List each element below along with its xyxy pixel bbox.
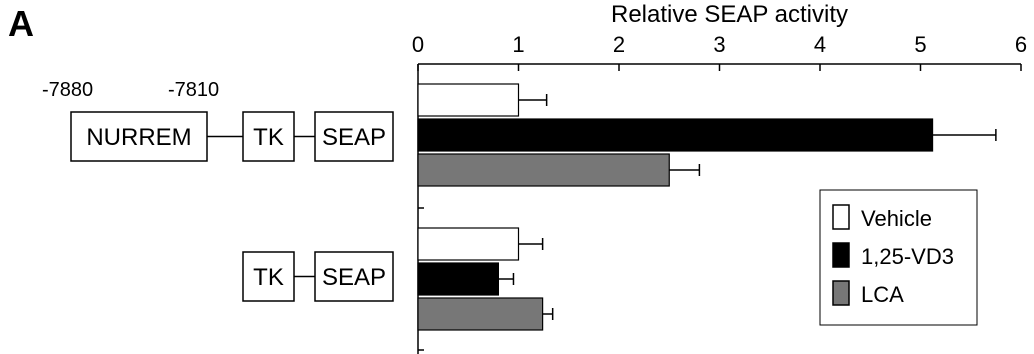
construct-tk-seap: TK SEAP	[242, 251, 394, 302]
nurrem-box	[70, 111, 208, 162]
bar-lca	[417, 297, 544, 331]
construct-nurrem-tk-seap: -7880 -7810 NURREM TK SEAP	[42, 79, 394, 162]
x-tick-label: 3	[713, 32, 725, 57]
bar-lca	[417, 153, 670, 187]
bar-chart: Relative SEAP activity 0 1 2 3 4 5 6	[412, 1, 1027, 354]
x-tick-label: 6	[1015, 32, 1027, 57]
position-label-left: -7880	[42, 79, 93, 101]
seap-box-label: SEAP	[322, 124, 386, 151]
panel-label: A	[8, 3, 34, 44]
tk-box	[242, 111, 295, 162]
x-axis-title: Relative SEAP activity	[611, 1, 848, 28]
nurrem-box-label: NURREM	[86, 124, 191, 151]
tk-box-label: TK	[253, 124, 284, 151]
bar-vehicle	[417, 227, 520, 261]
legend: Vehicle 1,25-VD3 LCA	[819, 189, 978, 326]
bar-1-25-vd3	[417, 262, 500, 296]
bar-vehicle	[417, 83, 520, 117]
legend-swatch	[832, 280, 850, 306]
tk-box-label: TK	[253, 264, 284, 291]
x-tick-label: 4	[814, 32, 826, 57]
legend-swatch	[832, 242, 850, 268]
x-tick-label: 5	[914, 32, 926, 57]
legend-swatch	[832, 204, 850, 230]
tk-box	[242, 251, 295, 302]
legend-label: 1,25-VD3	[861, 244, 954, 269]
x-tick-label: 1	[512, 32, 524, 57]
legend-label: LCA	[861, 282, 904, 307]
legend-label: Vehicle	[861, 206, 932, 231]
seap-box	[314, 251, 394, 302]
bar-1-25-vd3	[417, 118, 934, 152]
seap-box-label: SEAP	[322, 264, 386, 291]
x-tick-label: 2	[613, 32, 625, 57]
seap-box	[314, 111, 394, 162]
position-label-right: -7810	[168, 79, 219, 101]
x-tick-label: 0	[412, 32, 424, 57]
